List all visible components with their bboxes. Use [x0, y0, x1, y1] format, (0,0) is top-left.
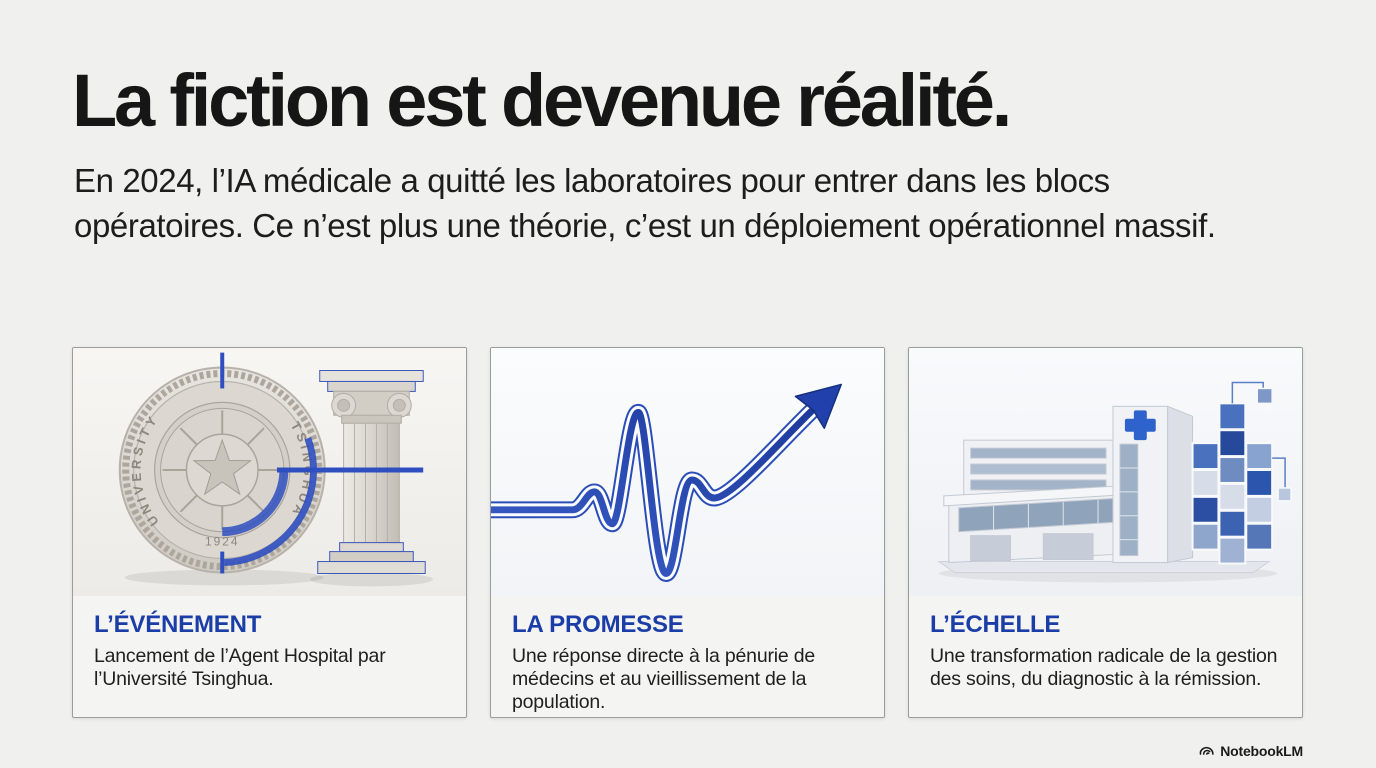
- subtitle: En 2024, l’IA médicale a quitté les labo…: [74, 162, 1216, 245]
- ekg-arrow-icon: [491, 383, 842, 596]
- connector-wires: [1231, 381, 1292, 502]
- card-text: LA PROMESSE Une réponse directe à la pén…: [491, 596, 884, 714]
- arrowhead: [794, 383, 842, 429]
- tsinghua-medal-illustration: UNIVERSITY TSINGHUA 1924: [73, 348, 466, 596]
- cards-row: UNIVERSITY TSINGHUA 1924: [72, 347, 1303, 718]
- hospital-illustration: [909, 348, 1302, 596]
- medal-column-icon: UNIVERSITY TSINGHUA 1924: [118, 352, 434, 587]
- card-body-evenement: Lancement de l’Agent Hospital par l’Univ…: [94, 645, 386, 690]
- ekg-arrow-illustration: [491, 348, 884, 596]
- ekg-line: [491, 411, 811, 573]
- card-promesse: LA PROMESSE Une réponse directe à la pén…: [490, 347, 885, 718]
- notebooklm-label: NotebookLM: [1220, 742, 1303, 759]
- card-text: L’ÉCHELLE Une transformation radicale de…: [909, 596, 1302, 691]
- card-body-promesse: Une réponse directe à la pénurie de méde…: [512, 645, 816, 713]
- digital-cubes: [1191, 402, 1274, 565]
- hospital-building: [943, 405, 1194, 564]
- page-title: La fiction est devenue réalité.: [72, 59, 1012, 142]
- card-title-promesse: LA PROMESSE: [512, 611, 684, 638]
- shadows: [124, 569, 434, 587]
- card-evenement: UNIVERSITY TSINGHUA 1924: [72, 347, 467, 718]
- medal-star: [192, 438, 253, 496]
- card-title-evenement: L’ÉVÉNEMENT: [94, 611, 262, 638]
- classical-column: [317, 370, 426, 574]
- card-body-echelle: Une transformation radicale de la gestio…: [930, 645, 1278, 690]
- notebooklm-watermark: NotebookLM: [1198, 742, 1303, 759]
- hospital-building-icon: [937, 381, 1292, 583]
- blue-circuit-accents: [220, 352, 424, 574]
- medical-cross-icon: [1124, 410, 1156, 441]
- card-text: L’ÉVÉNEMENT Lancement de l’Agent Hospita…: [73, 596, 466, 691]
- card-title-echelle: L’ÉCHELLE: [930, 611, 1061, 638]
- ground: [937, 561, 1278, 583]
- medal-year-text: 1924: [205, 535, 239, 549]
- notebooklm-logo-icon: [1198, 742, 1215, 759]
- card-echelle: L’ÉCHELLE Une transformation radicale de…: [908, 347, 1303, 718]
